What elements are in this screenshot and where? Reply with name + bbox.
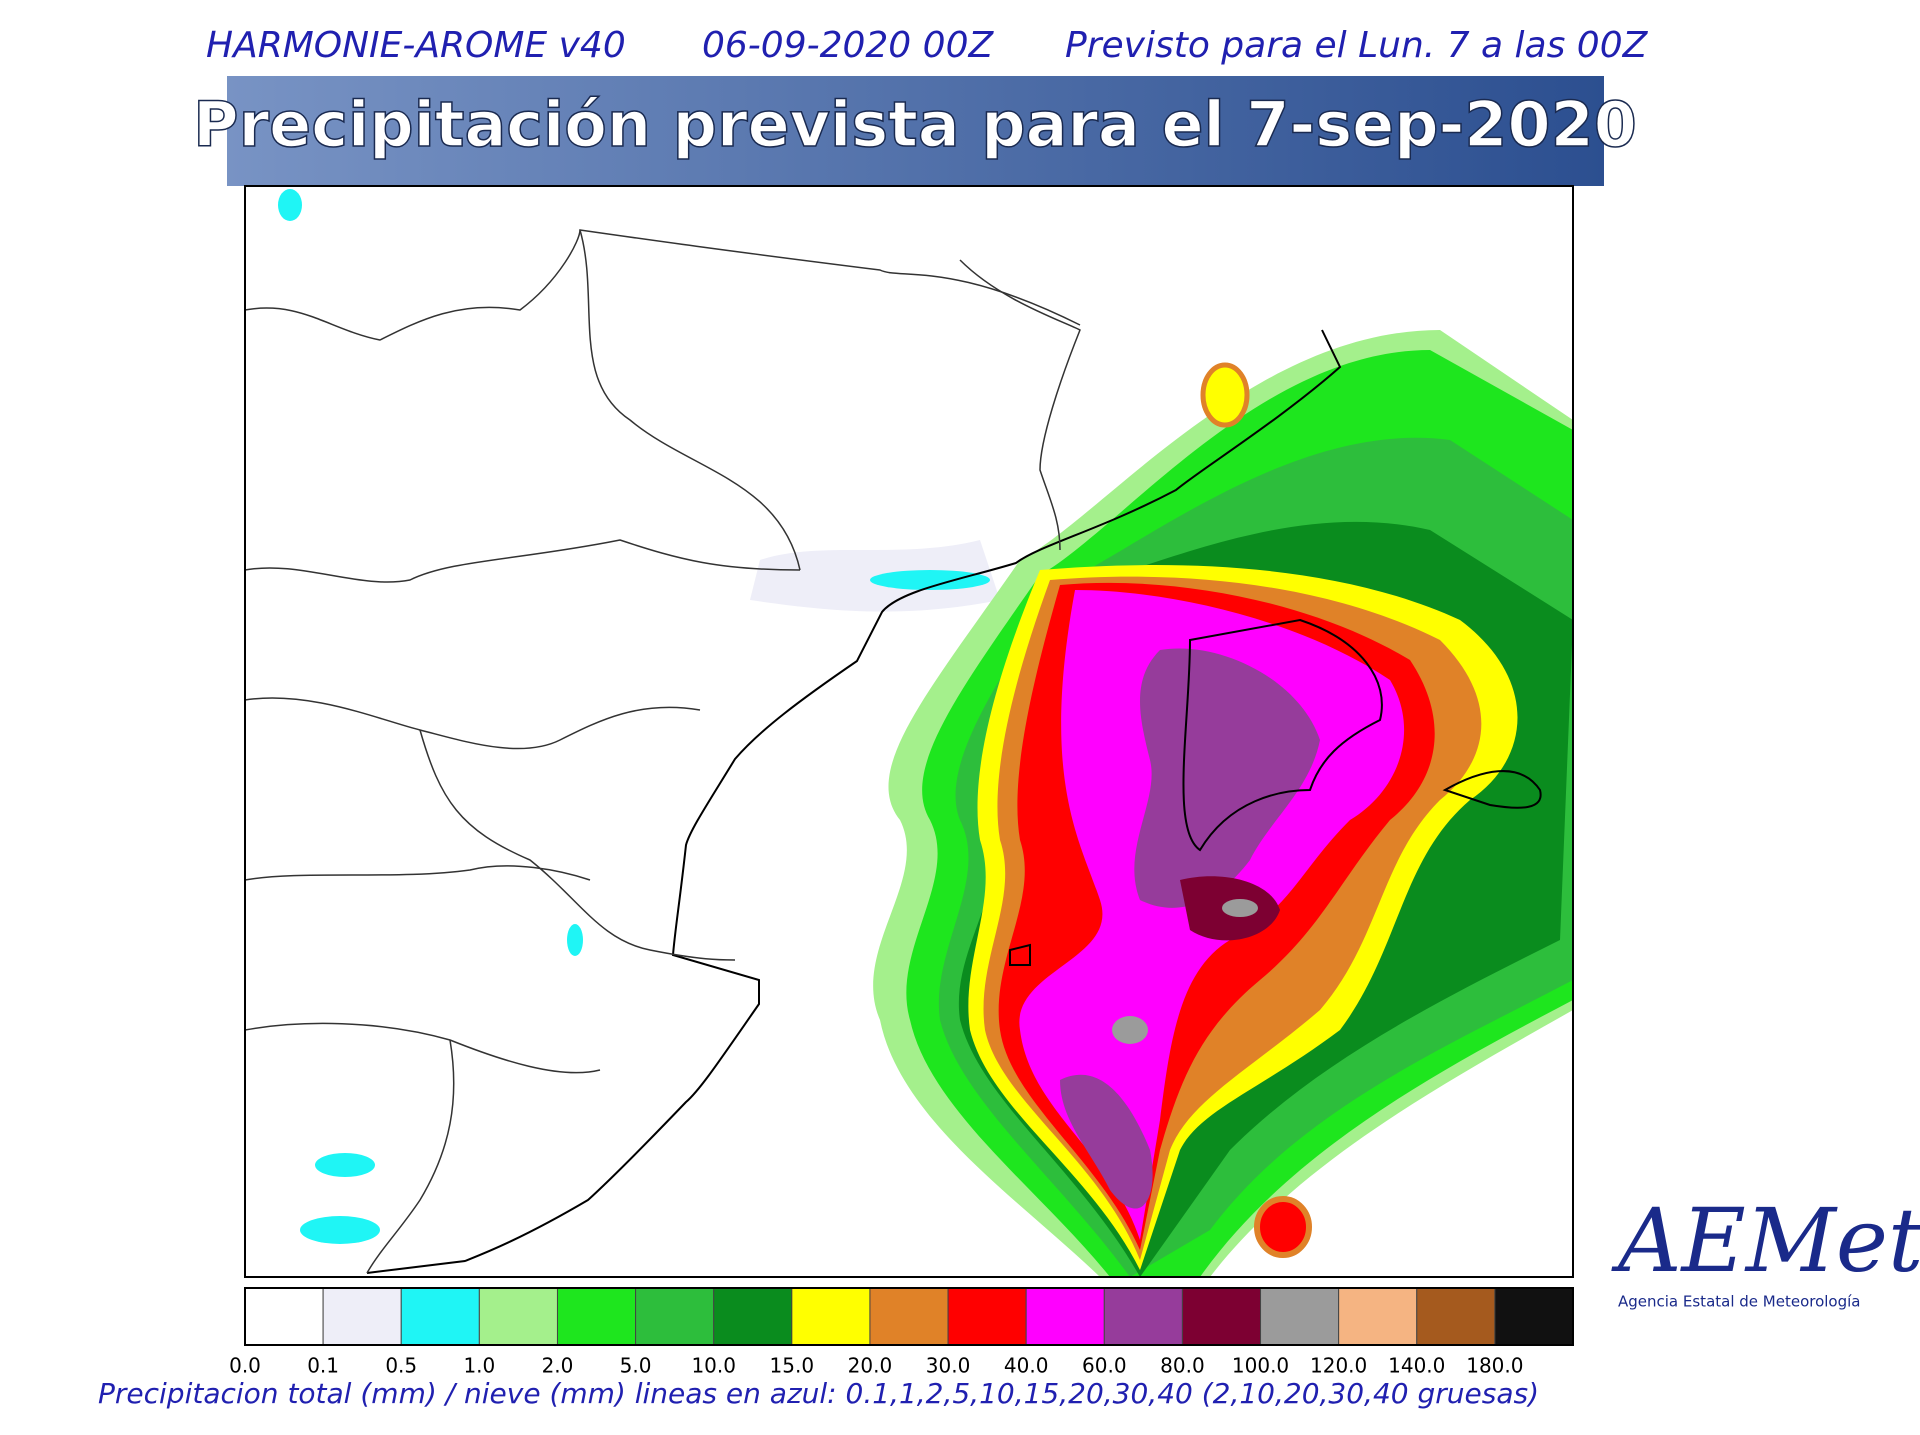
- legend-swatch: [791, 1287, 871, 1346]
- island-outline: [1442, 770, 1542, 809]
- precip-area: [567, 924, 583, 956]
- border-line: [244, 1022, 601, 1074]
- legend-swatch: [947, 1287, 1027, 1346]
- legend-label: 140.0: [1388, 1354, 1445, 1378]
- legend-label: 1.0: [463, 1354, 495, 1378]
- precip-area: [278, 189, 302, 221]
- legend-label: 10.0: [691, 1354, 736, 1378]
- map-frame: [244, 185, 1574, 1278]
- legend-swatch: [478, 1287, 558, 1346]
- precip-area: [1134, 648, 1320, 908]
- map: [244, 185, 1574, 1278]
- legend-swatch: [1494, 1287, 1574, 1346]
- legend-label: 0.1: [307, 1354, 339, 1378]
- legend-swatch: [1181, 1287, 1262, 1346]
- header-run: 06-09-2020 00Z: [702, 25, 994, 66]
- legend-swatch: [1103, 1287, 1183, 1346]
- border-line: [959, 259, 1081, 551]
- header-model: HARMONIE-AROME v40: [206, 25, 626, 66]
- legend-label: 100.0: [1232, 1354, 1289, 1378]
- legend-swatch: [1260, 1287, 1340, 1346]
- legend-label: 60.0: [1082, 1354, 1127, 1378]
- legend-frame: [244, 1287, 1574, 1346]
- border-line: [366, 1039, 455, 1274]
- cyan-specks: [278, 189, 990, 1244]
- border-line: [579, 229, 801, 571]
- legend-swatch: [400, 1287, 480, 1346]
- legend-swatch: [869, 1287, 949, 1346]
- legend-swatch: [635, 1287, 715, 1346]
- title: Precipitación prevista para el 7-sep-202…: [193, 88, 1637, 161]
- border-line: [244, 539, 801, 583]
- legend-label: 40.0: [1004, 1354, 1049, 1378]
- legend-swatch: [713, 1287, 793, 1346]
- precip-area: [1060, 1074, 1153, 1209]
- legend-swatch: [556, 1287, 637, 1346]
- precip-area: [1112, 1016, 1148, 1044]
- precip-area: [315, 1153, 375, 1177]
- border-line: [419, 729, 736, 961]
- precip-area: [870, 570, 990, 590]
- legend-label: 0.0: [229, 1354, 261, 1378]
- footer-note: Precipitacion total (mm) / nieve (mm) li…: [98, 1377, 1539, 1410]
- precip-area: [300, 1216, 380, 1244]
- legend-swatch: [1416, 1287, 1496, 1346]
- header-valid: Previsto para el Lun. 7 a las 00Z: [1065, 25, 1649, 66]
- legend: 0.0 0.1 0.5 1.0 2.0 5.0 10.0 15.0 20.0 30.0 40.0 60…: [229, 1287, 1574, 1378]
- island-outline: [1182, 618, 1383, 852]
- precip-area: [1222, 899, 1258, 917]
- legend-swatch: [322, 1287, 402, 1346]
- legend-swatch: [1338, 1287, 1418, 1346]
- border-line: [244, 865, 591, 881]
- legend-label: 15.0: [770, 1354, 815, 1378]
- legend-label: 120.0: [1310, 1354, 1367, 1378]
- border-line: [244, 229, 1081, 341]
- island-outline: [1009, 943, 1031, 966]
- legend-swatch: [244, 1287, 324, 1346]
- legend-swatch: [1025, 1287, 1105, 1346]
- precip-area: [750, 540, 1000, 612]
- legend-label: 20.0: [848, 1354, 893, 1378]
- title-banner: [227, 76, 1604, 186]
- legend-label: 0.5: [385, 1354, 417, 1378]
- legend-label: 80.0: [1160, 1354, 1205, 1378]
- legend-label: 5.0: [620, 1354, 652, 1378]
- logo-subtitle: Agencia Estatal de Meteorología: [1618, 1293, 1860, 1311]
- precip-area: [1254, 1196, 1312, 1258]
- coastline: [366, 329, 1542, 1274]
- region-borders: [244, 229, 1081, 1274]
- legend-label: 30.0: [926, 1354, 971, 1378]
- border-line: [244, 697, 701, 750]
- logo-name: AEMet: [1611, 1189, 1920, 1292]
- legend-label: 2.0: [542, 1354, 574, 1378]
- precip-area: [1200, 362, 1250, 428]
- legend-label: 180.0: [1466, 1354, 1523, 1378]
- coastline: [366, 329, 1342, 1274]
